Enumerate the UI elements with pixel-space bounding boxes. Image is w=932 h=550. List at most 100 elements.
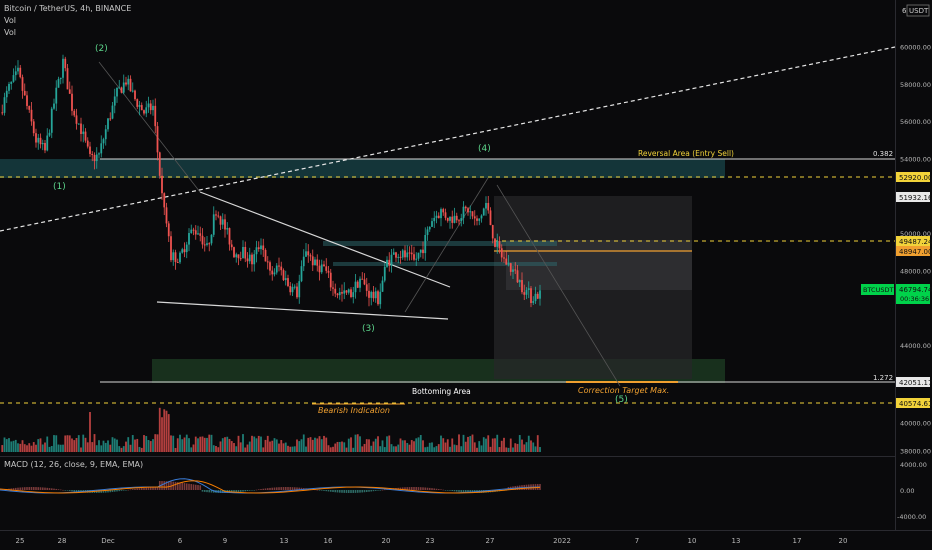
volume-bar	[48, 446, 51, 452]
volume-bar	[372, 441, 375, 452]
volume-bar	[82, 434, 85, 452]
candle-body	[152, 105, 154, 111]
macd-hist-bar	[145, 487, 148, 490]
volume-bar	[345, 447, 348, 452]
volume-legend-1[interactable]: Vol	[4, 16, 16, 25]
current-price-tag: 46794.74	[899, 286, 932, 294]
volume-bar	[291, 446, 294, 452]
chart-title[interactable]: Bitcoin / TetherUS, 4h, BINANCE	[4, 4, 132, 13]
candle-body	[505, 258, 508, 265]
volume-bar	[352, 447, 355, 452]
volume-bar	[494, 438, 496, 452]
macd-hist-bar	[287, 487, 289, 490]
bar-countdown: 00:36:36	[900, 295, 929, 303]
candle-body	[239, 258, 242, 260]
macd-hist-bar	[10, 488, 13, 490]
macd-hist-bar	[381, 489, 384, 491]
macd-hist-bar	[435, 488, 438, 490]
macd-hist-bar	[316, 489, 319, 491]
volume-bar	[145, 436, 148, 452]
macd-hist-bar	[12, 488, 15, 490]
volume-bar	[521, 439, 523, 452]
macd-hist-bar	[201, 490, 204, 492]
candle-body	[530, 288, 532, 303]
macd-hist-bar	[21, 487, 24, 490]
candle-body	[293, 286, 296, 288]
macd-legend[interactable]: MACD (12, 26, close, 9, EMA, EMA)	[4, 460, 144, 469]
volume-bar	[496, 434, 499, 452]
macd-hist-bar	[399, 487, 402, 490]
macd-series	[0, 478, 541, 494]
volume-bar	[509, 438, 512, 452]
x-tick-label: 9	[223, 537, 227, 545]
candle-body	[431, 221, 433, 227]
macd-hist-bar	[374, 490, 377, 491]
macd-hist-bar	[30, 487, 33, 490]
candle-body	[512, 269, 514, 272]
volume-bar	[41, 444, 44, 452]
macd-hist-bar	[59, 489, 62, 491]
macd-hist-bar	[212, 490, 215, 493]
volume-bar	[14, 439, 17, 452]
volume-bar	[530, 440, 532, 452]
candle-body	[260, 245, 262, 250]
macd-hist-bar	[271, 487, 274, 490]
candle-body	[356, 281, 359, 288]
volume-bar	[44, 442, 46, 452]
macd-hist-bar	[75, 490, 78, 492]
candle-body	[269, 262, 271, 271]
macd-hist-bar	[455, 490, 458, 492]
currency-box[interactable]	[906, 4, 930, 17]
volume-bar	[287, 445, 289, 452]
symbol-tag: BTCUSDT	[863, 286, 893, 294]
wedge-lower-line[interactable]	[156, 301, 449, 320]
candle-body	[154, 105, 157, 127]
candle-body	[361, 278, 364, 280]
candle-body	[449, 216, 451, 221]
macd-hist-bar	[341, 490, 343, 493]
candle-body	[372, 291, 375, 299]
volume-bar	[181, 439, 184, 452]
price-tag-52920-bg	[896, 172, 930, 182]
candle-body	[145, 107, 148, 114]
volume-bar	[134, 439, 136, 452]
volume-bar	[293, 446, 296, 452]
candle-body	[147, 103, 150, 108]
candle-body	[386, 259, 388, 267]
macd-hist-bar	[233, 490, 235, 493]
macd-hist-bar	[338, 490, 341, 493]
wedge-upper-line[interactable]	[199, 191, 451, 288]
macd-hist-bar	[417, 487, 420, 490]
macd-hist-bar	[147, 487, 150, 490]
macd-hist-bar	[453, 490, 456, 492]
candle-body	[514, 269, 517, 271]
candle-body	[413, 254, 415, 260]
candle-body	[246, 258, 249, 262]
volume-bar	[129, 444, 132, 452]
y-tick-label: 40000.00	[900, 420, 931, 428]
macd-hist-bar	[156, 487, 159, 490]
macd-hist-bar	[345, 490, 348, 493]
macd-hist-bar	[408, 487, 411, 490]
candle-body	[536, 293, 539, 299]
candle-body	[174, 252, 177, 262]
wave-2-label: (2)	[95, 44, 108, 54]
price-tag-52920: 52920.00	[899, 174, 932, 182]
macd-hist-bar	[347, 490, 350, 493]
candle-body	[485, 202, 487, 209]
candle-body	[480, 215, 483, 219]
volume-legend-2[interactable]: Vol	[4, 28, 16, 37]
macd-hist-bar	[343, 490, 346, 493]
macd-hist-bar	[462, 490, 465, 493]
long-dashed-trendline[interactable]	[0, 46, 896, 232]
volume-bar	[3, 437, 6, 452]
volume-bar	[212, 445, 215, 452]
candle-body	[170, 236, 172, 261]
candle-body	[278, 265, 280, 267]
volume-bar	[102, 440, 105, 452]
macd-hist-bar	[125, 490, 127, 491]
volume-bar	[147, 439, 150, 452]
volume-bar	[316, 438, 319, 452]
upper-resistance-zone	[0, 159, 725, 178]
